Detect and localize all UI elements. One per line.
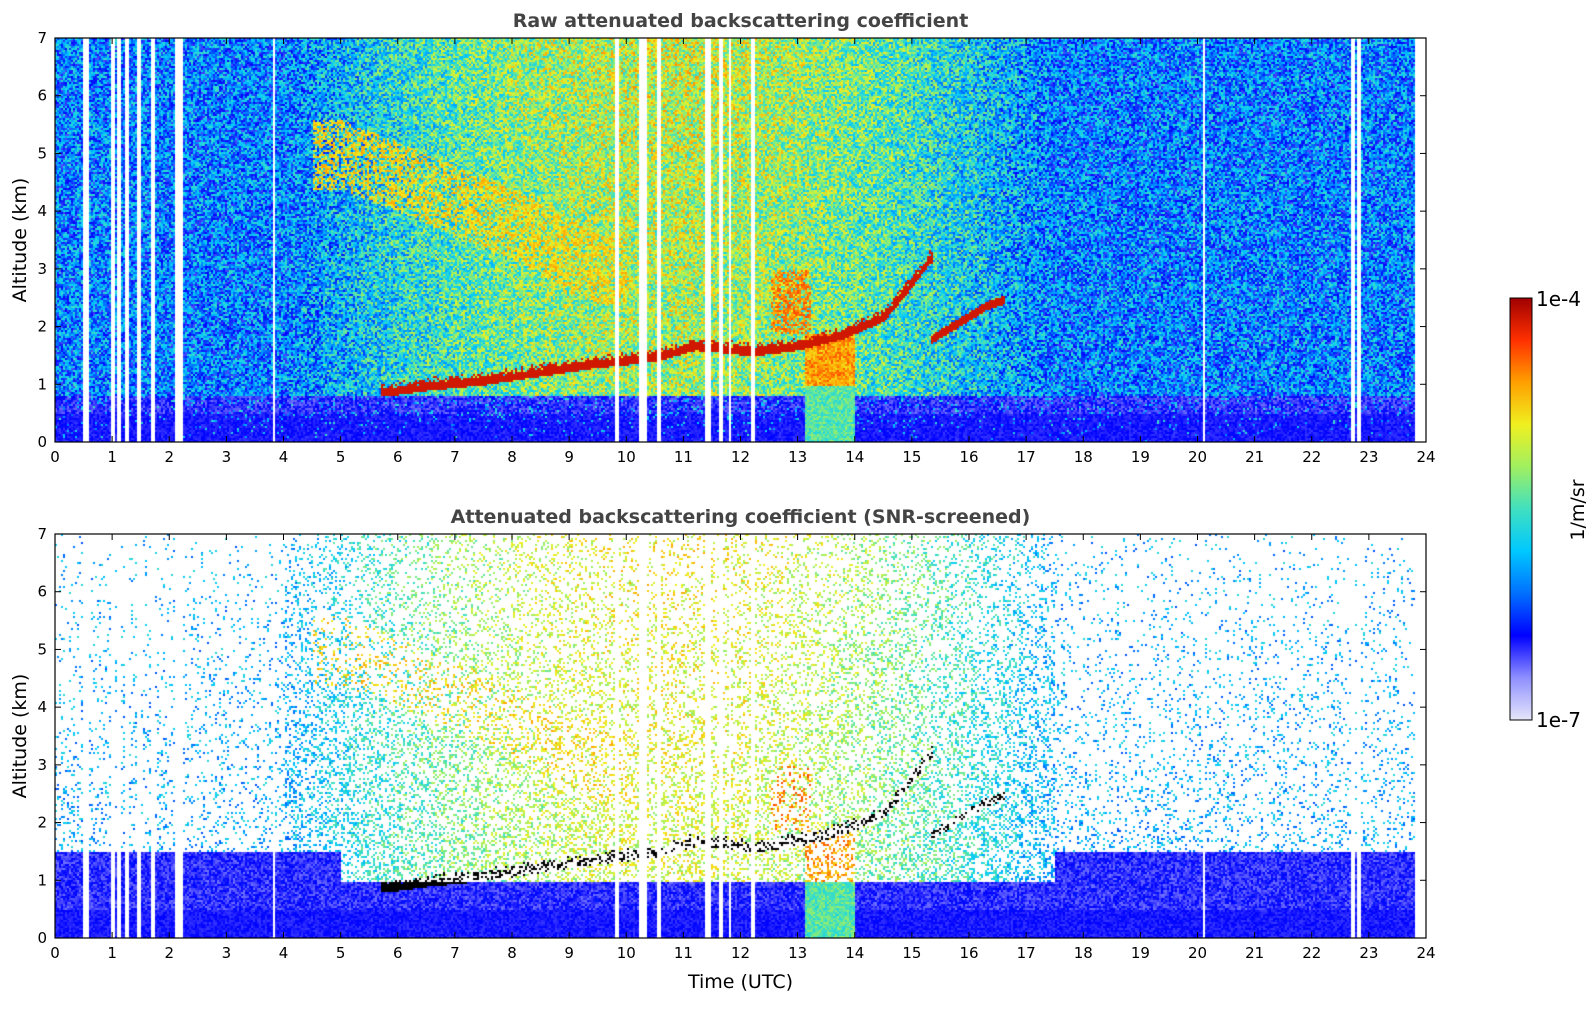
colorbar-min-label: 1e-7 <box>1536 708 1581 732</box>
x-tick-label: 7 <box>450 944 460 962</box>
y-tick-label: 4 <box>37 202 47 220</box>
x-tick-label: 6 <box>393 448 403 466</box>
heatmap-image <box>55 38 1426 442</box>
x-tick-label: 20 <box>1188 944 1207 962</box>
y-axis-label: Altitude (km) <box>9 674 31 799</box>
x-tick-label: 12 <box>731 944 750 962</box>
x-tick-label: 2 <box>164 448 174 466</box>
y-tick-label: 7 <box>37 29 47 47</box>
x-tick-label: 18 <box>1074 448 1093 466</box>
colorbar-unit-label: 1/m/sr <box>1567 479 1589 540</box>
x-tick-label: 13 <box>788 448 807 466</box>
y-tick-label: 7 <box>37 525 47 543</box>
y-tick-label: 0 <box>37 433 47 451</box>
x-tick-label: 1 <box>107 448 117 466</box>
x-tick-label: 11 <box>674 944 693 962</box>
x-tick-label: 21 <box>1245 448 1264 466</box>
x-tick-label: 18 <box>1074 944 1093 962</box>
x-tick-label: 2 <box>164 944 174 962</box>
x-tick-label: 5 <box>336 448 346 466</box>
y-tick-label: 1 <box>37 871 47 889</box>
x-tick-label: 19 <box>1131 944 1150 962</box>
x-tick-label: 8 <box>507 944 517 962</box>
x-tick-label: 10 <box>617 944 636 962</box>
x-tick-label: 21 <box>1245 944 1264 962</box>
x-tick-label: 24 <box>1416 944 1435 962</box>
chart-panel-1: Raw attenuated backscattering coefficien… <box>9 10 1436 466</box>
x-tick-label: 5 <box>336 944 346 962</box>
colorbar-max-label: 1e-4 <box>1536 287 1581 311</box>
x-tick-label: 1 <box>107 944 117 962</box>
x-tick-label: 10 <box>617 448 636 466</box>
x-tick-label: 17 <box>1017 944 1036 962</box>
x-tick-label: 0 <box>50 448 60 466</box>
heatmap-image <box>55 534 1426 938</box>
y-tick-label: 4 <box>37 698 47 716</box>
x-tick-label: 16 <box>959 944 978 962</box>
x-tick-label: 3 <box>222 944 232 962</box>
y-tick-label: 2 <box>37 814 47 832</box>
x-tick-label: 16 <box>959 448 978 466</box>
x-tick-label: 6 <box>393 944 403 962</box>
x-tick-label: 3 <box>222 448 232 466</box>
x-tick-label: 24 <box>1416 448 1435 466</box>
y-tick-label: 3 <box>37 260 47 278</box>
x-tick-label: 12 <box>731 448 750 466</box>
x-tick-label: 22 <box>1302 944 1321 962</box>
colorbar-gradient <box>1509 297 1533 721</box>
x-tick-label: 4 <box>279 448 289 466</box>
x-tick-label: 23 <box>1359 448 1378 466</box>
x-tick-label: 17 <box>1017 448 1036 466</box>
x-tick-label: 19 <box>1131 448 1150 466</box>
chart-title: Raw attenuated backscattering coefficien… <box>513 10 969 32</box>
chart-title: Attenuated backscattering coefficient (S… <box>451 506 1031 528</box>
x-tick-label: 11 <box>674 448 693 466</box>
y-tick-label: 5 <box>37 640 47 658</box>
x-tick-label: 14 <box>845 448 864 466</box>
x-axis-label: Time (UTC) <box>687 971 793 993</box>
x-tick-label: 23 <box>1359 944 1378 962</box>
y-tick-label: 1 <box>37 375 47 393</box>
y-tick-label: 6 <box>37 583 47 601</box>
x-tick-label: 14 <box>845 944 864 962</box>
x-tick-label: 4 <box>279 944 289 962</box>
x-tick-label: 8 <box>507 448 517 466</box>
x-tick-label: 9 <box>564 944 574 962</box>
chart-panel-2: Attenuated backscattering coefficient (S… <box>9 506 1436 993</box>
x-tick-label: 7 <box>450 448 460 466</box>
x-tick-label: 0 <box>50 944 60 962</box>
y-axis-label: Altitude (km) <box>9 178 31 303</box>
y-tick-label: 5 <box>37 144 47 162</box>
x-tick-label: 20 <box>1188 448 1207 466</box>
y-tick-label: 2 <box>37 318 47 336</box>
x-tick-label: 15 <box>902 944 921 962</box>
y-tick-label: 6 <box>37 87 47 105</box>
x-tick-label: 9 <box>564 448 574 466</box>
x-tick-label: 13 <box>788 944 807 962</box>
x-tick-label: 22 <box>1302 448 1321 466</box>
y-tick-label: 3 <box>37 756 47 774</box>
colorbar: 1e-4 1e-7 1/m/sr <box>1509 287 1589 732</box>
y-tick-label: 0 <box>37 929 47 947</box>
x-tick-label: 15 <box>902 448 921 466</box>
